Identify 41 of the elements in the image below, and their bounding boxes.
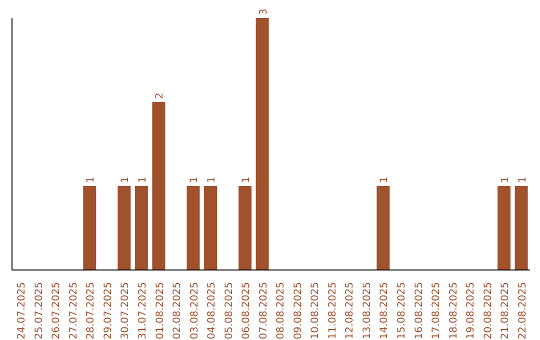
x-tick-label: 26.07.2025 xyxy=(51,282,62,340)
x-tick-label: 19.08.2025 xyxy=(466,282,477,340)
data-label: 1 xyxy=(86,176,97,183)
x-tick-label: 01.08.2025 xyxy=(154,282,166,340)
data-label: 1 xyxy=(120,176,132,183)
x-tick-label: 15.08.2025 xyxy=(396,282,408,340)
x-tick-label: 17.08.2025 xyxy=(431,282,442,340)
x-tick-label: 10.08.2025 xyxy=(310,282,322,340)
x-tick-label: 20.08.2025 xyxy=(482,282,494,340)
x-tick-label: 22.08.2025 xyxy=(517,282,528,340)
x-tick-label: 16.08.2025 xyxy=(414,282,425,340)
x-tick-label: 29.07.2025 xyxy=(102,282,114,340)
data-label: 1 xyxy=(241,176,252,183)
x-tick-label: 28.07.2025 xyxy=(86,282,97,340)
x-tick-label: 08.08.2025 xyxy=(276,282,287,340)
x-tick-label: 31.07.2025 xyxy=(138,282,148,340)
data-label: 2 xyxy=(154,92,166,99)
x-tick-label: 14.08.2025 xyxy=(379,282,390,340)
x-tick-label: 07.08.2025 xyxy=(258,282,270,340)
x-tick-label: 11.08.2025 xyxy=(327,282,338,340)
x-tick-label: 05.08.2025 xyxy=(224,282,235,340)
x-tick-label: 18.08.2025 xyxy=(448,282,460,340)
x-tick-label: 21.08.2025 xyxy=(500,282,512,340)
x-tick-label: 24.07.2025 xyxy=(16,282,28,340)
data-label: 1 xyxy=(517,176,528,183)
x-tick-label: 04.08.2025 xyxy=(206,282,218,340)
x-tick-label: 09.08.2025 xyxy=(292,282,304,340)
x-tick-label: 12.08.2025 xyxy=(344,282,356,340)
data-label: 1 xyxy=(137,176,148,183)
x-tick-label: 02.08.2025 xyxy=(172,282,184,340)
x-tick-label: 25.07.2025 xyxy=(34,282,45,340)
x-tick-label: 06.08.2025 xyxy=(241,282,252,340)
data-label: 1 xyxy=(206,176,218,183)
x-tick-label: 27.07.2025 xyxy=(68,282,80,340)
data-label: 1 xyxy=(189,176,200,183)
x-tick-label: 13.08.2025 xyxy=(362,282,373,340)
data-label: 1 xyxy=(500,176,512,183)
x-tick-label: 30.07.2025 xyxy=(120,282,132,340)
x-tick-label: 03.08.2025 xyxy=(189,282,200,340)
data-label: 1 xyxy=(379,176,390,183)
data-label: 3 xyxy=(258,8,270,15)
